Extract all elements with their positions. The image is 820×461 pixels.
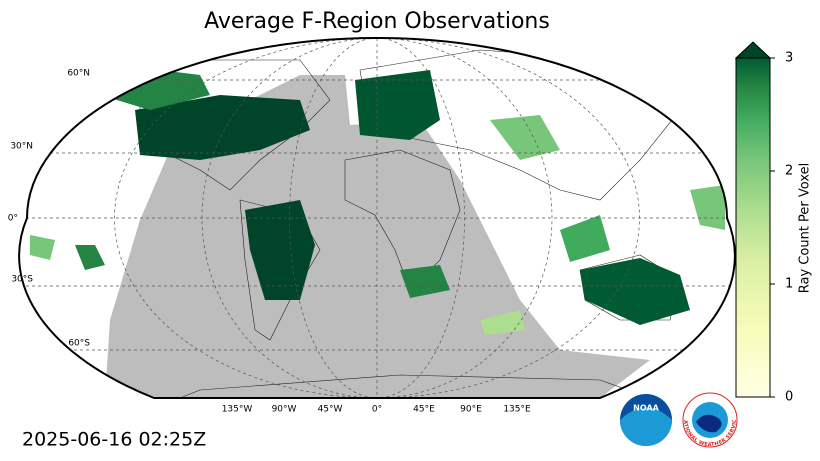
map-border <box>18 37 736 399</box>
map <box>20 38 735 398</box>
observations <box>30 70 725 335</box>
colorbar-tick-label: 2 <box>785 164 793 179</box>
noaa-logo: NOAA <box>620 394 672 446</box>
lon-label: 135°E <box>503 405 531 415</box>
lon-label: 135°W <box>222 405 253 415</box>
meridian <box>376 38 640 398</box>
colorbar: Ray Count Per Voxel 0 1 2 3 <box>734 41 813 405</box>
lon-label: 45°E <box>413 405 435 415</box>
colorbar-label: Ray Count Per Voxel <box>798 163 813 293</box>
lon-label: 45°W <box>318 405 343 415</box>
lat-label: 60°S <box>68 339 90 349</box>
lon-label: 90°E <box>460 405 482 415</box>
lat-label: 30°N <box>10 142 33 152</box>
lon-label: 90°W <box>272 405 297 415</box>
meridian <box>376 38 553 398</box>
colorbar-tick-label: 0 <box>785 390 793 405</box>
lat-label: 30°S <box>11 275 33 285</box>
colorbar-extend <box>734 41 772 59</box>
timestamp: 2025-06-16 02:25Z <box>22 429 206 451</box>
colorbar-tick-label: 1 <box>785 277 793 292</box>
meridian <box>376 38 465 398</box>
lat-label: 0° <box>8 214 18 224</box>
lat-label: 60°N <box>67 69 90 79</box>
noaa-text: NOAA <box>633 404 659 413</box>
colorbar-scale <box>735 57 771 398</box>
colorbar-tick-label: 3 <box>785 51 793 66</box>
meridian <box>114 38 378 398</box>
title: Average F-Region Observations <box>204 9 550 34</box>
meridian <box>289 38 378 398</box>
meridian <box>201 38 378 398</box>
lon-label: 0° <box>372 405 382 415</box>
